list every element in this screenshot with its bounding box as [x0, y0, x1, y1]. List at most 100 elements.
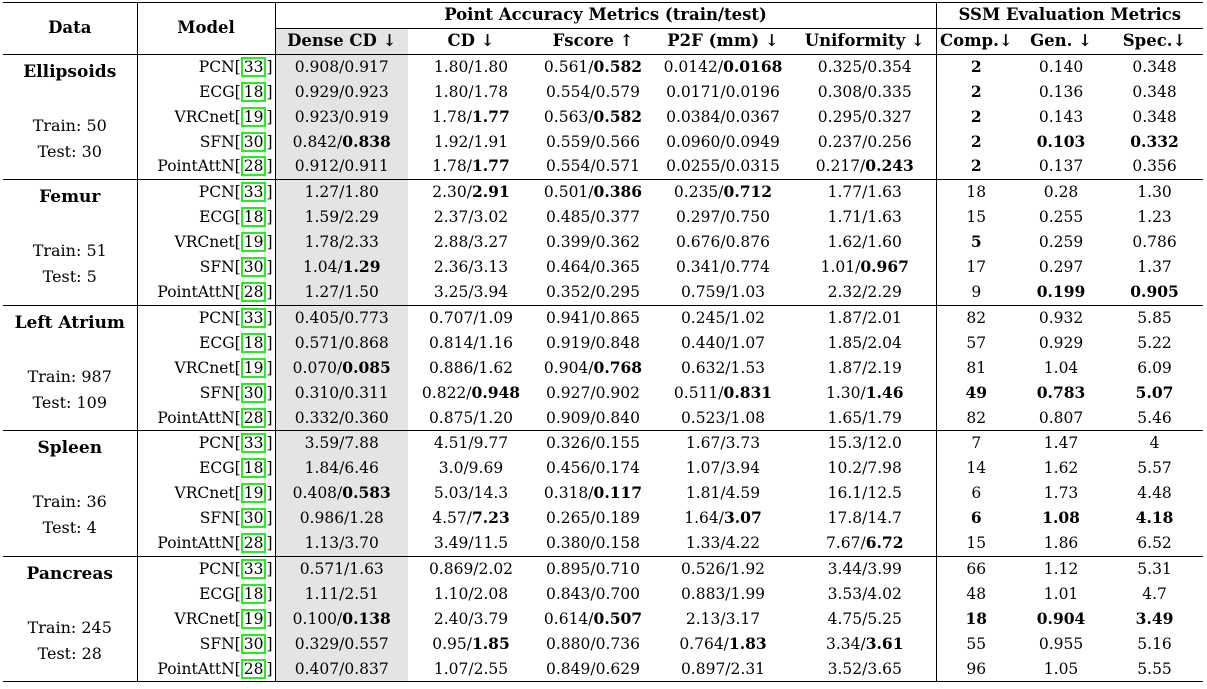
- test-value-best: 0.948: [471, 382, 521, 402]
- citation-link[interactable]: 33: [240, 56, 267, 77]
- ssm-value-best: 49: [965, 382, 988, 402]
- citation[interactable]: [30]: [234, 131, 273, 152]
- citation-link[interactable]: 30: [240, 131, 267, 152]
- train-value: 3.34/: [826, 634, 866, 653]
- citation-link[interactable]: 19: [240, 106, 267, 127]
- metric-cell: 0.332: [1106, 130, 1203, 155]
- metric-value: 0.869/2.02: [428, 559, 514, 578]
- citation[interactable]: [19]: [234, 232, 273, 253]
- citation-link[interactable]: 28: [240, 407, 267, 428]
- citation-link[interactable]: 18: [240, 81, 267, 102]
- dataset-test-count: Test: 4: [42, 518, 97, 538]
- col-header-cd: CD ↓: [408, 27, 534, 55]
- citation-link[interactable]: 33: [240, 433, 267, 454]
- dataset-train-count: Train: 245: [27, 617, 112, 637]
- table-row: ECG[18] 1.59/2.29 2.37/3.02 0.485/0.377 0.29…: [3, 205, 1203, 231]
- test-value-best: 0.0168: [723, 56, 783, 76]
- citation-link[interactable]: 28: [240, 658, 267, 679]
- group-header-point-accuracy: Point Accuracy Metrics (train/test): [275, 2, 937, 29]
- train-value: 1.30/: [826, 383, 866, 402]
- citation[interactable]: [18]: [234, 458, 273, 479]
- citation[interactable]: [19]: [234, 608, 273, 629]
- metric-value: 0.571/0.868: [294, 333, 389, 352]
- citation-link[interactable]: 18: [240, 458, 267, 479]
- citation-link[interactable]: 33: [240, 182, 267, 203]
- citation[interactable]: [18]: [234, 583, 273, 604]
- metric-cell: 0.883/1.99: [652, 582, 794, 607]
- citation[interactable]: [28]: [234, 658, 273, 679]
- citation-link[interactable]: 19: [240, 483, 267, 504]
- citation-link[interactable]: 30: [240, 508, 267, 529]
- metric-cell: 82: [936, 305, 1016, 330]
- ssm-value-best: 4.18: [1135, 508, 1174, 528]
- metric-value: 0.464/0.365: [546, 258, 640, 277]
- metric-value: 0.380/0.158: [546, 534, 640, 553]
- metric-value: 3.44/3.99: [827, 559, 902, 578]
- metric-value: 0.707/1.09: [428, 308, 514, 327]
- citation-link[interactable]: 28: [240, 156, 267, 177]
- citation[interactable]: [33]: [234, 182, 273, 203]
- citation-link[interactable]: 19: [240, 608, 267, 629]
- metric-cell: 3.49: [1106, 607, 1203, 632]
- citation[interactable]: [28]: [234, 156, 273, 177]
- citation[interactable]: [18]: [234, 81, 273, 102]
- metric-cell: 96: [936, 656, 1017, 683]
- citation[interactable]: [28]: [234, 533, 273, 554]
- citation-link[interactable]: 18: [240, 207, 267, 228]
- citation[interactable]: [18]: [234, 332, 273, 353]
- citation-link[interactable]: 18: [240, 332, 267, 353]
- test-value-best: 0.838: [342, 131, 391, 151]
- test-value-best: 0.507: [593, 608, 643, 628]
- metric-cell: 0.941/0.865: [534, 305, 652, 330]
- metric-value: 0.297/0.750: [676, 208, 770, 227]
- citation[interactable]: [30]: [234, 257, 273, 278]
- citation[interactable]: [19]: [234, 483, 273, 504]
- citation-link[interactable]: 18: [240, 583, 267, 604]
- citation-link[interactable]: 19: [240, 232, 267, 253]
- citation-link[interactable]: 30: [240, 382, 267, 403]
- citation-link[interactable]: 30: [240, 633, 267, 654]
- train-value: 0.561/: [543, 57, 594, 76]
- citation-link[interactable]: 19: [240, 357, 267, 378]
- metric-cell: 0.919/0.848: [534, 331, 652, 356]
- metric-cell: 3.52/3.65: [794, 656, 937, 683]
- citation-link[interactable]: 33: [240, 558, 267, 579]
- citation-link[interactable]: 33: [240, 307, 267, 328]
- metric-cell: 17.8/14.7: [794, 506, 937, 532]
- citation[interactable]: [19]: [234, 106, 273, 127]
- metric-cell: 1.78/2.33: [275, 230, 408, 256]
- ssm-value: 4.7: [1142, 584, 1167, 603]
- citation[interactable]: [28]: [234, 281, 273, 302]
- citation[interactable]: [30]: [234, 382, 273, 403]
- citation[interactable]: [28]: [234, 407, 273, 428]
- metric-cell: 0.341/0.774: [652, 255, 794, 280]
- metric-cell: 1.73: [1016, 481, 1106, 506]
- train-value: 7.67/: [826, 534, 866, 553]
- citation[interactable]: [33]: [234, 558, 273, 579]
- metric-cell: 5.55: [1106, 656, 1204, 683]
- metric-value: 0.843/0.700: [546, 584, 640, 603]
- metric-cell: 57: [936, 331, 1016, 356]
- metric-cell: 0.880/0.736: [534, 632, 652, 657]
- citation-link[interactable]: 28: [240, 281, 267, 302]
- ssm-value-best: 2: [970, 156, 982, 176]
- test-value-best: 0.768: [593, 357, 643, 377]
- metric-value: 0.897/2.31: [680, 659, 766, 678]
- metric-cell: 0.326/0.155: [534, 431, 652, 456]
- metric-cell: 16.1/12.5: [794, 481, 937, 507]
- metric-value: 1.81/4.59: [685, 484, 761, 503]
- metric-cell: 4.51/9.77: [408, 431, 534, 456]
- citation[interactable]: [33]: [234, 307, 273, 328]
- ssm-value: 66: [966, 559, 987, 578]
- citation-link[interactable]: 28: [240, 533, 267, 554]
- citation[interactable]: [30]: [234, 633, 273, 654]
- metric-cell: 0.875/1.20: [408, 406, 534, 431]
- metric-value: 0.908/0.917: [294, 57, 389, 76]
- citation-link[interactable]: 30: [240, 257, 267, 278]
- citation[interactable]: [19]: [234, 357, 273, 378]
- citation[interactable]: [18]: [234, 207, 273, 228]
- citation[interactable]: [30]: [234, 508, 273, 529]
- citation[interactable]: [33]: [234, 433, 273, 454]
- model-cell: PointAttN[28]: [137, 279, 276, 306]
- citation[interactable]: [33]: [234, 56, 273, 77]
